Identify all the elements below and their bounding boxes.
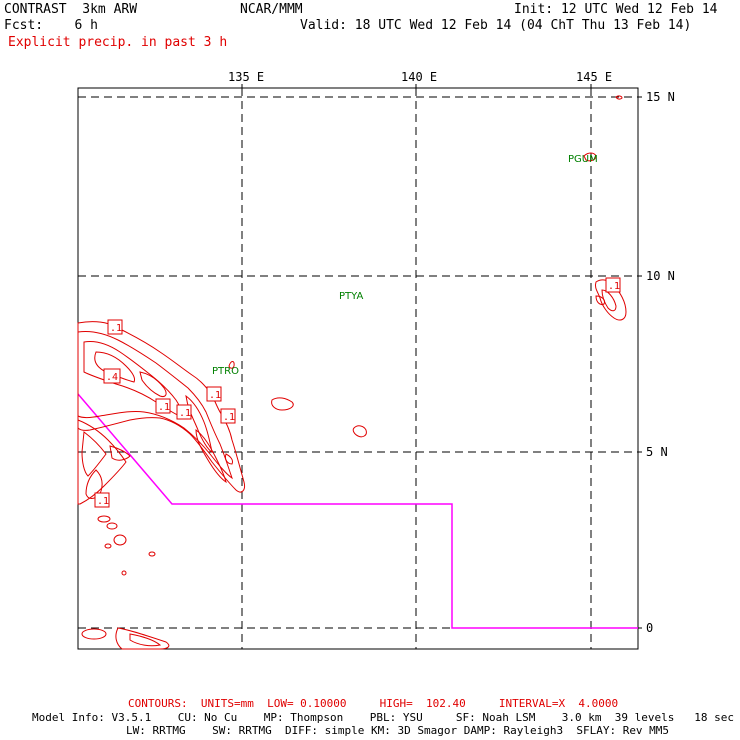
contour-cell [148,551,156,557]
contour-label-box [220,408,236,424]
contour-cell [615,95,623,100]
contour-region [195,428,227,484]
contour-region [115,627,170,650]
contour-label-box [155,398,171,414]
forecast-hour: Fcst: 6 h [4,18,98,33]
lon-label-135e: 135 E [228,70,264,84]
contour-label: .1 [97,496,109,507]
contour-cell [106,522,118,530]
lat-label-0: 0 [646,621,653,635]
lat-label-5n: 5 N [646,445,668,459]
contour-label-box [94,492,110,508]
contour-cell [121,570,127,576]
lat-label-15n: 15 N [646,90,675,104]
contour-label-box [206,386,222,402]
init-time: Init: 12 UTC Wed 12 Feb 14 [514,2,718,17]
contour-label-box [107,319,123,335]
contour-cell [104,543,112,549]
station-pgum: PGUM [568,154,598,165]
contour-cell [97,515,111,523]
contour-region [77,419,127,505]
contour-cell [595,295,605,305]
contour-label: .1 [179,408,191,419]
contour-label: .1 [608,281,620,292]
contour-cell [583,152,597,162]
contour-region [139,371,167,397]
domain-boundary [77,393,638,629]
contour-region [109,445,131,461]
model-title: CONTRAST 3km ARW [4,2,138,17]
model-info-line2: LW: RRTMG SW: RRTMG DIFF: simple KM: 3D … [126,724,670,737]
contour-cell [81,628,107,640]
graticule [78,88,638,649]
lon-label-145e: 145 E [576,70,612,84]
contour-label: .1 [223,412,235,423]
field-title: Explicit precip. in past 3 h [8,35,228,50]
station-ptro: PTRO [212,366,239,377]
contour-region [225,453,233,465]
org-label: NCAR/MMM [240,2,303,17]
precip-contours [77,95,627,650]
contour-region [81,431,107,477]
model-info-line1: Model Info: V3.5.1 CU: No Cu MP: Thompso… [32,711,734,724]
contour-cell [271,397,294,411]
valid-time: Valid: 18 UTC Wed 12 Feb 14 (04 ChT Thu … [300,18,692,33]
contour-region [94,351,135,383]
contour-region [77,321,245,493]
map-frame [77,87,639,650]
contour-label-box [605,277,621,293]
contour-region [129,633,162,647]
contour-label: .1 [158,402,170,413]
contour-label-box [176,404,192,420]
contour-cell [228,361,235,369]
contour-cell [113,534,127,546]
contour-region [185,394,213,453]
axis-ticks [241,84,642,629]
contour-region [85,469,103,499]
contour-region [77,331,233,480]
contour-label: .1 [110,323,122,334]
contour-cell [352,425,367,438]
station-ptya: PTYA [339,291,363,302]
lat-label-10n: 10 N [646,269,675,283]
contour-info: CONTOURS: UNITS=mm LOW= 0.10000 HIGH= 10… [128,697,619,710]
contour-label: .4 [106,372,118,383]
contour-label: .1 [209,390,221,401]
contour-label-box [103,368,121,384]
lon-label-140e: 140 E [401,70,437,84]
